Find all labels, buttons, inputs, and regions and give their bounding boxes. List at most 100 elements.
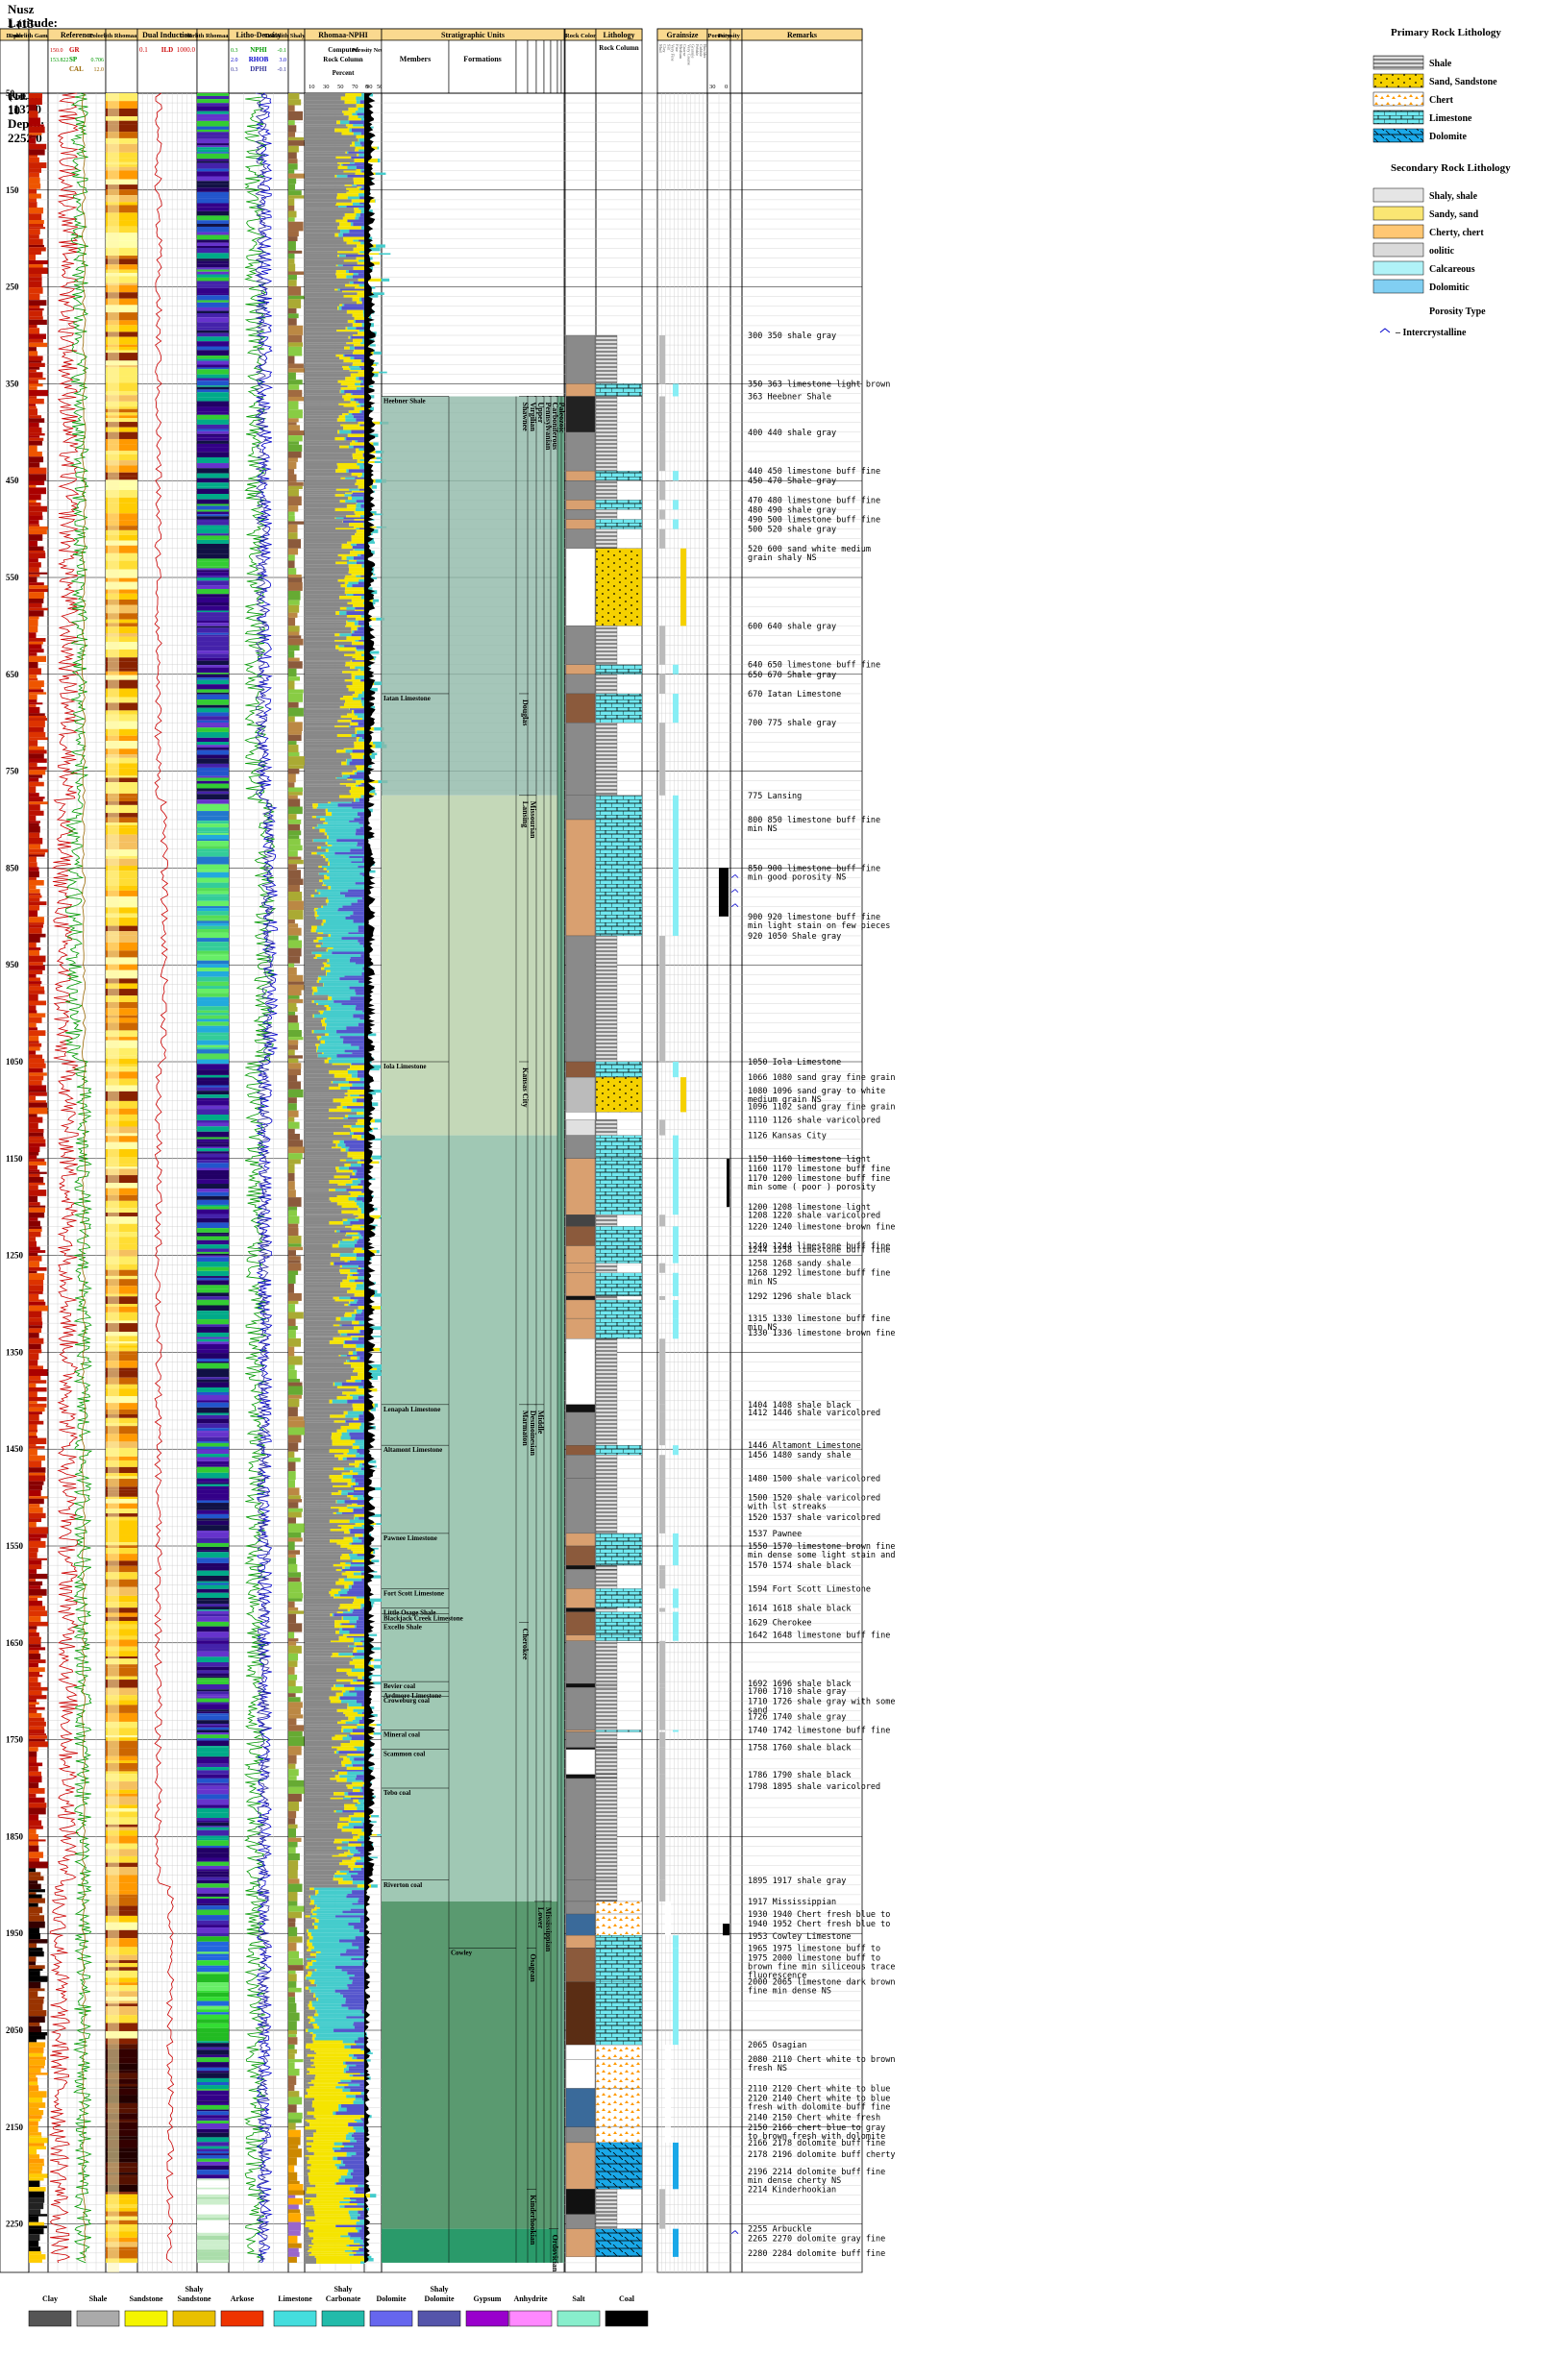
colorlith-band <box>106 1827 137 1831</box>
rock-fraction <box>305 1202 337 1206</box>
colorlith-band <box>197 1691 229 1695</box>
colorlith-band <box>197 684 229 690</box>
rock-fraction <box>345 1077 360 1082</box>
colorlith-band <box>106 526 137 530</box>
rock-fraction <box>350 1497 358 1501</box>
colorlith-band <box>288 474 297 482</box>
rock-fraction <box>305 442 351 446</box>
colorlith-band <box>197 900 229 907</box>
colorlith-band <box>288 689 304 694</box>
rock-fraction <box>335 1679 354 1682</box>
rock-fraction <box>356 992 364 995</box>
colorlith-band <box>197 494 229 500</box>
rock-fraction <box>313 1000 334 1003</box>
rock-fraction <box>305 774 343 777</box>
colorlith-band <box>106 2006 137 2016</box>
rock-fraction <box>305 270 336 274</box>
colorlith-band <box>29 1027 37 1031</box>
colorlith-band <box>197 749 229 755</box>
colorlith-band <box>106 2078 137 2084</box>
rock-fraction <box>337 380 361 383</box>
rock-fraction <box>318 939 358 943</box>
colorlith-band <box>197 1715 229 1721</box>
rock-fraction <box>341 1572 354 1576</box>
rock-fraction <box>359 816 364 819</box>
colorlith-band <box>106 2095 137 2103</box>
rock-fraction <box>335 1316 341 1321</box>
colorlith-band <box>29 405 37 409</box>
rock-fraction <box>305 500 340 503</box>
colorlith-band <box>288 363 304 369</box>
rock-fraction <box>361 736 364 740</box>
colorlith-band <box>106 1755 137 1761</box>
rock-fraction <box>347 541 365 544</box>
colorlith-band <box>29 1738 45 1742</box>
colorlith-band <box>29 1894 42 1899</box>
rock-fraction <box>334 1792 345 1796</box>
colorlith-band <box>197 1338 229 1342</box>
colorlith-band <box>197 1296 229 1300</box>
rock-fraction <box>372 292 384 296</box>
colorlith-band <box>288 560 295 569</box>
rock-fraction <box>305 1598 355 1602</box>
colorlith-band <box>197 2158 229 2162</box>
rock-fraction <box>358 239 364 242</box>
rock-fraction <box>353 247 369 252</box>
rock-fraction <box>352 1729 364 1733</box>
rock-fraction <box>305 761 342 766</box>
rock-fraction <box>305 1043 316 1046</box>
rock-fraction <box>305 1326 355 1331</box>
rock-fraction <box>354 1516 359 1520</box>
rock-fraction <box>354 141 360 145</box>
rock-fraction <box>351 1185 363 1190</box>
rock-fraction <box>323 868 327 871</box>
rock-fraction <box>338 403 360 405</box>
rock-fraction <box>359 1802 364 1804</box>
rock-fraction <box>354 208 359 210</box>
rock-fraction <box>352 1083 367 1087</box>
colorlith-band <box>288 1246 304 1251</box>
rock-fraction <box>305 934 329 938</box>
rock-fraction <box>350 1303 364 1307</box>
colorlith-band <box>29 1507 43 1513</box>
rock-fraction <box>322 919 326 923</box>
colorlith-band <box>197 519 229 522</box>
rock-fraction <box>305 1594 331 1597</box>
rock-fraction <box>305 649 339 651</box>
rock-fraction <box>351 1108 369 1113</box>
colorlith-band <box>288 612 298 618</box>
rock-fraction <box>345 1148 349 1152</box>
rock-fraction <box>326 971 328 976</box>
rock-fraction <box>305 1360 347 1362</box>
colorlith-band <box>29 1250 46 1253</box>
rock-fraction <box>347 1590 364 1595</box>
rock-fraction <box>336 1668 352 1673</box>
colorlith-band <box>288 990 302 996</box>
rock-fraction <box>351 861 364 864</box>
colorlith-band <box>197 758 229 764</box>
rock-fraction <box>320 1012 323 1015</box>
colorlith-band <box>197 1277 229 1281</box>
rock-fraction <box>314 889 317 893</box>
rock-fraction <box>358 424 360 427</box>
rock-fraction <box>305 561 336 565</box>
colorlith-band <box>197 1702 229 1705</box>
rock-fraction <box>338 1771 348 1776</box>
colorlith-band <box>106 1991 137 1998</box>
grain-col: Clay <box>662 44 667 53</box>
rock-fraction <box>328 861 330 864</box>
rock-fraction <box>305 1549 352 1552</box>
colorlith-band <box>288 178 297 184</box>
rock-fraction <box>305 389 340 394</box>
colorlith-band <box>197 1845 229 1849</box>
colorlith-band <box>29 949 40 956</box>
colorlith-band <box>197 346 229 351</box>
colorlith-band <box>29 1597 38 1601</box>
rock-fraction <box>358 448 364 451</box>
colorlith-band <box>106 431 137 439</box>
rock-fraction <box>358 1267 361 1269</box>
rock-fraction <box>359 1232 364 1235</box>
rock-fraction <box>350 1566 364 1570</box>
rock-fraction <box>354 1625 357 1629</box>
colorlith-band <box>29 524 40 527</box>
